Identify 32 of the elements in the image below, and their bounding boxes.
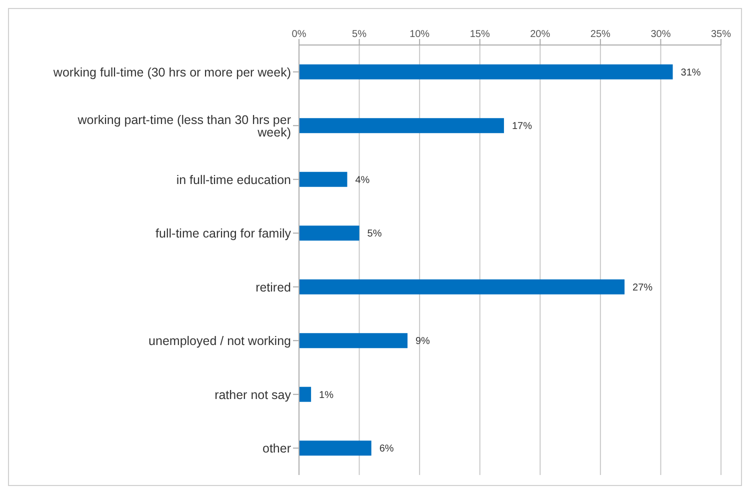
y-tick-label: working full-time (30 hrs or more per week)	[52, 65, 291, 80]
y-tick-label: working part-time (less than 30 hrs per week)	[76, 112, 291, 140]
data-label: 6%	[379, 444, 394, 455]
bar	[299, 279, 625, 294]
y-tick-label: other	[262, 442, 291, 456]
x-tick-label: 30%	[650, 29, 671, 40]
data-label: 4%	[355, 174, 370, 186]
x-tick-label: 15%	[470, 29, 490, 40]
x-tick-label: 25%	[590, 29, 611, 40]
y-tick-label: rather not say	[214, 388, 292, 402]
bar	[299, 64, 673, 80]
data-label: 5%	[367, 228, 382, 240]
data-label: 1%	[319, 390, 334, 401]
bar	[299, 118, 504, 134]
bar	[299, 333, 408, 348]
bar	[299, 386, 312, 402]
x-tick-label: 20%	[530, 29, 550, 40]
data-label: 9%	[416, 336, 430, 348]
data-label: 31%	[680, 67, 701, 78]
x-tick-label: 0%	[292, 29, 306, 40]
x-tick-label: 10%	[410, 29, 430, 40]
bar	[299, 440, 372, 456]
x-tick-label: 5%	[352, 29, 367, 40]
y-tick-label: unemployed / not working	[148, 334, 292, 348]
data-label: 27%	[632, 282, 653, 294]
y-tick-label: full-time caring for family	[156, 226, 292, 241]
bar	[299, 172, 348, 187]
y-tick-label: retired	[256, 280, 292, 294]
x-tick-label: 35%	[710, 29, 732, 40]
data-label: 17%	[512, 121, 532, 132]
y-tick-label: in full-time education	[176, 172, 292, 187]
bar	[299, 226, 360, 241]
